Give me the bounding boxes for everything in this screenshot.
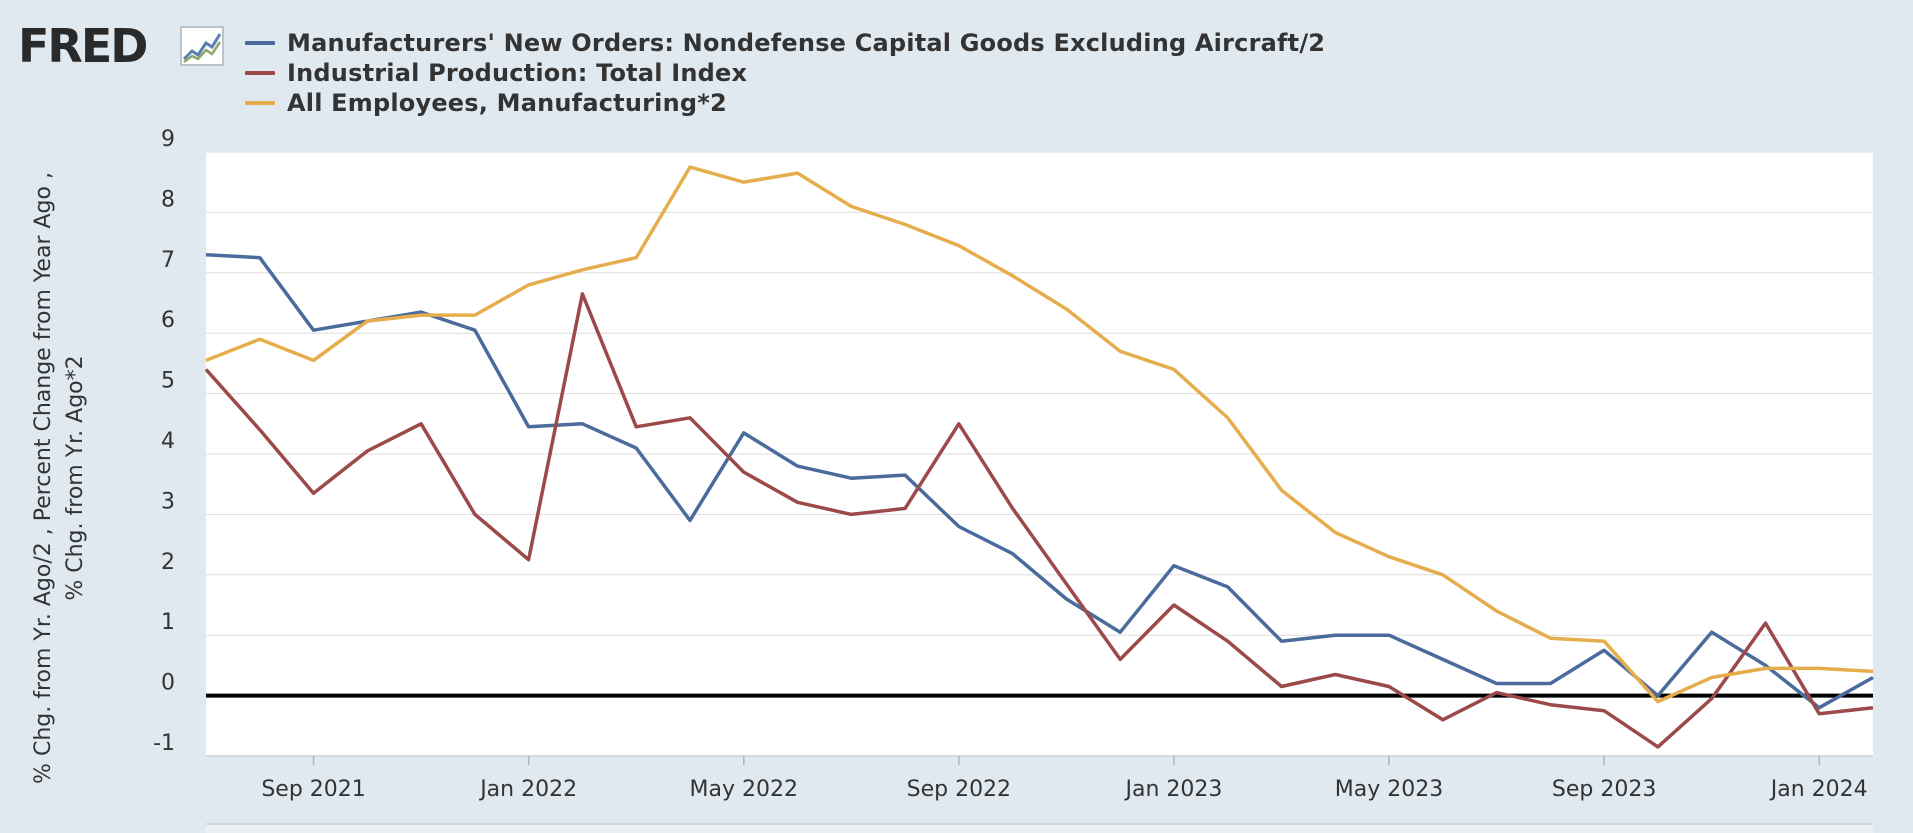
- y-tick-label: 8: [161, 187, 175, 212]
- x-tick-label: Sep 2021: [261, 777, 365, 802]
- series-line-3: [205, 165, 1874, 704]
- x-tick-label: Jan 2023: [1123, 777, 1222, 802]
- y-tick-label: 7: [161, 248, 175, 273]
- y-tick-label: 4: [161, 429, 175, 454]
- legend-label: Industrial Production: Total Index: [287, 59, 748, 87]
- trend-chart-icon: [180, 26, 224, 66]
- chart-legend: Manufacturers' New Orders: Nondefense Ca…: [245, 28, 1325, 118]
- legend-label: Manufacturers' New Orders: Nondefense Ca…: [287, 29, 1326, 57]
- x-tick-label: May 2022: [690, 777, 798, 802]
- series-line-2: [204, 292, 1874, 749]
- x-tick-label: Sep 2022: [907, 777, 1011, 802]
- legend-item[interactable]: Industrial Production: Total Index: [245, 58, 1325, 88]
- legend-label: All Employees, Manufacturing*2: [287, 89, 727, 117]
- y-tick-label: 6: [161, 308, 175, 333]
- y-tick-label: 5: [161, 369, 175, 394]
- fred-logo-text: FRED: [18, 19, 148, 73]
- x-tick-label: Jan 2022: [478, 777, 577, 802]
- navigator-strip: [206, 824, 1873, 833]
- y-tick-label: 0: [161, 671, 175, 696]
- y-tick-label: 9: [161, 127, 175, 152]
- y-tick-label: 1: [161, 610, 175, 635]
- x-tick-label: May 2023: [1335, 777, 1443, 802]
- y-tick-label: 3: [161, 489, 175, 514]
- legend-item[interactable]: All Employees, Manufacturing*2: [245, 88, 1325, 118]
- legend-item[interactable]: Manufacturers' New Orders: Nondefense Ca…: [245, 28, 1325, 58]
- y-tick-label: 2: [161, 550, 175, 575]
- series-line-1: [205, 252, 1874, 710]
- legend-swatch: [245, 71, 275, 75]
- legend-swatch: [245, 41, 275, 45]
- x-tick-label: Jan 2024: [1769, 777, 1868, 802]
- y-tick-label: -1: [153, 731, 175, 756]
- x-tick-label: Sep 2023: [1552, 777, 1656, 802]
- legend-swatch: [245, 101, 275, 105]
